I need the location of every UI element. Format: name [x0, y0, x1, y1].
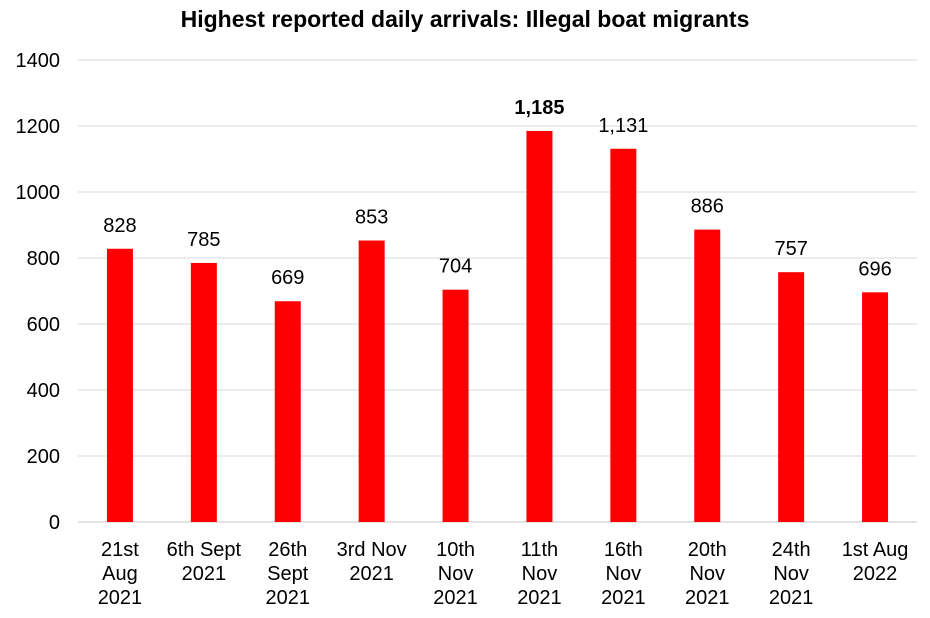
x-tick-label: 2021 [601, 587, 646, 609]
x-tick-label: 2021 [98, 587, 143, 609]
x-tick-label: 6th Sept [167, 539, 242, 561]
bar [526, 130, 553, 522]
data-label: 704 [439, 256, 472, 278]
data-label: 757 [774, 238, 807, 260]
x-tick-label: 16th [604, 539, 643, 561]
bar [106, 248, 133, 522]
bar [274, 301, 301, 522]
data-label: 1,131 [598, 115, 648, 137]
bar [442, 289, 469, 522]
x-tick-label: 26th [268, 539, 307, 561]
data-label: 886 [691, 196, 724, 218]
x-tick-label: 2021 [349, 563, 394, 585]
y-tick-label: 200 [27, 446, 60, 468]
bar [862, 292, 889, 522]
x-tick-label: 2021 [433, 587, 478, 609]
data-label: 696 [858, 258, 891, 280]
x-tick-label: Sept [267, 563, 309, 585]
x-tick-label: 2021 [266, 587, 311, 609]
y-tick-label: 800 [27, 248, 60, 270]
bar [778, 272, 805, 522]
x-tick-label: 20th [688, 539, 727, 561]
x-tick-label: Nov [606, 563, 642, 585]
x-tick-label: 11th [521, 539, 558, 561]
x-tick-label: 21st [101, 539, 139, 561]
x-tick-label: 3rd Nov [337, 539, 407, 561]
x-tick-label: 2021 [517, 587, 562, 609]
x-tick-label: Aug [102, 563, 138, 585]
x-tick-label: Nov [773, 563, 809, 585]
y-tick-label: 0 [49, 512, 60, 534]
data-label: 853 [355, 207, 388, 229]
x-tick-label: 1st Aug [842, 539, 909, 561]
y-tick-label: 1400 [16, 50, 61, 72]
x-tick-label: 2022 [853, 563, 898, 585]
x-tick-label: 2021 [685, 587, 730, 609]
y-tick-label: 400 [27, 380, 60, 402]
bar [610, 148, 637, 522]
x-tick-label: 24th [772, 539, 811, 561]
data-label: 828 [103, 215, 136, 237]
chart-title: Highest reported daily arrivals: Illegal… [180, 6, 750, 32]
data-label: 785 [187, 229, 220, 251]
x-tick-label: Nov [522, 563, 558, 585]
x-tick-label: 2021 [769, 587, 814, 609]
y-tick-label: 1000 [16, 182, 61, 204]
x-tick-label: Nov [689, 563, 725, 585]
data-label: 1,185 [514, 97, 564, 119]
bar [190, 262, 217, 522]
y-tick-label: 600 [27, 314, 60, 336]
x-tick-label: Nov [438, 563, 474, 585]
x-tick-label: 10th [436, 539, 475, 561]
bar [694, 229, 721, 522]
data-label: 669 [271, 267, 304, 289]
bar [358, 240, 385, 522]
y-tick-label: 1200 [16, 116, 61, 138]
x-tick-label: 2021 [182, 563, 227, 585]
